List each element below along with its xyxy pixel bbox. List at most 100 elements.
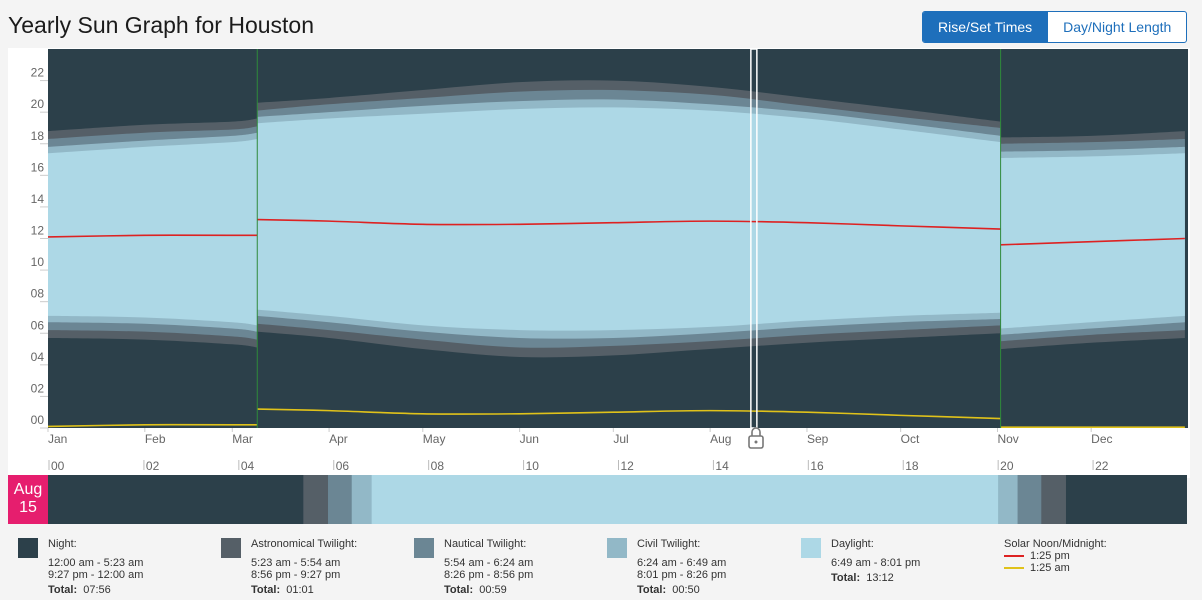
- day-bar-civil-5: [998, 475, 1019, 524]
- month-label-Aug: Aug: [710, 432, 731, 446]
- day-bar-night-0: [48, 475, 304, 524]
- day-bar-civil-3: [351, 475, 373, 524]
- hour-tick-06: 06: [336, 459, 350, 473]
- hour-axis: 00 02 04 06 08 10 12 14 16 18 20 22: [48, 459, 1109, 473]
- legend-night-total-label: Total:: [48, 584, 78, 596]
- view-toggle: Rise/Set Times Day/Night Length: [922, 11, 1188, 43]
- month-label-May: May: [423, 432, 446, 446]
- legend-night-line2: 9:27 pm - 12:00 am: [48, 569, 144, 581]
- month-label-Oct: Oct: [901, 432, 920, 446]
- day-bar-nautical-6: [1017, 475, 1042, 524]
- daylight-band-1: [257, 107, 1001, 331]
- y-tick-06: 06: [31, 318, 45, 332]
- legend-astronomical-line1: 5:23 am - 5:54 am: [251, 557, 341, 569]
- month-label-Jul: Jul: [613, 432, 628, 446]
- lock-icon[interactable]: [748, 427, 764, 449]
- legend-civil-line2: 8:01 pm - 8:26 pm: [637, 569, 727, 581]
- legend-solar-title: Solar Noon/Midnight:: [1004, 538, 1107, 550]
- solar-noon-line-1: [257, 218, 1001, 230]
- y-tick-18: 18: [31, 129, 45, 143]
- legend-astronomical-title: Astronomical Twilight:: [251, 538, 358, 550]
- legend-astronomical-total: 01:01: [286, 584, 314, 596]
- day-bar-astronomical-7: [1041, 475, 1067, 524]
- day-bar-night-8: [1065, 475, 1187, 524]
- y-tick-08: 08: [31, 287, 45, 301]
- noon-line-swatch: [1004, 555, 1024, 558]
- hour-tick-16: 16: [810, 459, 824, 473]
- y-tick-00: 00: [31, 413, 45, 427]
- hour-tick-08: 08: [431, 459, 445, 473]
- civil-swatch: [607, 538, 627, 558]
- legend-daylight-line1: 6:49 am - 8:01 pm: [831, 557, 921, 569]
- legend-night-total: 07:56: [83, 584, 111, 596]
- midnight-line-swatch: [1004, 567, 1024, 570]
- hour-tick-14: 14: [715, 459, 729, 473]
- y-tick-20: 20: [31, 97, 45, 111]
- legend-solar-noon: 1:25 pm: [1030, 550, 1070, 562]
- legend-nautical-title: Nautical Twilight:: [444, 538, 527, 550]
- legend-night-title: Night:: [48, 538, 77, 550]
- badge-month: Aug: [13, 481, 43, 498]
- hour-tick-20: 20: [1000, 459, 1014, 473]
- legend-night-line1: 12:00 am - 5:23 am: [48, 557, 144, 569]
- nautical-swatch: [414, 538, 434, 558]
- y-tick-22: 22: [31, 66, 45, 80]
- rise-set-times-button[interactable]: Rise/Set Times: [923, 12, 1048, 42]
- legend-daylight-title: Daylight:: [831, 538, 874, 550]
- day-bar-daylight-4: [371, 475, 999, 524]
- legend-astronomical-line2: 8:56 pm - 9:27 pm: [251, 569, 341, 581]
- sun-graph-chart[interactable]: 00 02 04 06 08 10 12 14 16 18 20 22 Jan Feb Mar Apr May…: [8, 48, 1190, 478]
- daylight-swatch: [801, 538, 821, 558]
- solar-midnight-line-0: [47, 423, 258, 428]
- solar-midnight-line-1: [257, 408, 1001, 420]
- legend-civil-total: 00:50: [672, 584, 700, 596]
- y-tick-10: 10: [31, 255, 45, 269]
- daylight-band-0: [48, 139, 258, 326]
- month-label-Mar: Mar: [232, 432, 253, 446]
- y-tick-14: 14: [31, 192, 45, 206]
- month-label-Dec: Dec: [1091, 432, 1112, 446]
- legend-nautical-total-label: Total:: [444, 584, 474, 596]
- legend-civil-total-label: Total:: [637, 584, 667, 596]
- month-label-Nov: Nov: [997, 432, 1018, 446]
- legend-astronomical-total-label: Total:: [251, 584, 281, 596]
- day-bar-astronomical-1: [303, 475, 329, 524]
- solar-noon-line-0: [47, 234, 258, 238]
- hour-tick-04: 04: [241, 459, 255, 473]
- y-axis: 00 02 04 06 08 10 12 14 16 18 20 22: [31, 66, 48, 429]
- legend-daylight-total-label: Total:: [831, 572, 861, 584]
- y-tick-12: 12: [31, 224, 45, 238]
- day-phase-bar[interactable]: [48, 475, 1187, 524]
- legend-solar-midnight: 1:25 am: [1030, 562, 1070, 574]
- legend-nautical-line2: 8:26 pm - 8:56 pm: [444, 569, 534, 581]
- legend-nautical-line1: 5:54 am - 6:24 am: [444, 557, 534, 569]
- hour-tick-10: 10: [526, 459, 540, 473]
- y-tick-02: 02: [31, 381, 45, 395]
- hour-tick-02: 02: [146, 459, 160, 473]
- page-title: Yearly Sun Graph for Houston: [8, 12, 314, 38]
- x-axis: Jan Feb Mar Apr May Jun Jul Aug Sep Oct Nov Dec: [47, 428, 1113, 446]
- day-night-length-button[interactable]: Day/Night Length: [1047, 12, 1186, 42]
- hour-tick-18: 18: [905, 459, 919, 473]
- hour-tick-00: 00: [51, 459, 65, 473]
- month-label-Feb: Feb: [145, 432, 166, 446]
- astronomical-swatch: [221, 538, 241, 558]
- plot-area[interactable]: [47, 48, 1188, 429]
- month-label-Jun: Jun: [520, 432, 539, 446]
- month-label-Apr: Apr: [329, 432, 348, 446]
- selected-date-badge: Aug 15: [8, 475, 48, 524]
- hour-tick-12: 12: [621, 459, 635, 473]
- badge-day: 15: [19, 499, 37, 516]
- y-tick-04: 04: [31, 350, 45, 364]
- month-label-Jan: Jan: [48, 432, 67, 446]
- legend-civil-line1: 6:24 am - 6:49 am: [637, 557, 727, 569]
- legend-civil-title: Civil Twilight:: [637, 538, 701, 550]
- y-tick-16: 16: [31, 160, 45, 174]
- legend-nautical-total: 00:59: [479, 584, 507, 596]
- day-bar-nautical-2: [328, 475, 353, 524]
- month-label-Sep: Sep: [807, 432, 829, 446]
- night-swatch: [18, 538, 38, 558]
- solar-noon-line-2: [1000, 237, 1185, 246]
- legend-daylight-total: 13:12: [866, 572, 894, 584]
- hour-tick-22: 22: [1095, 459, 1109, 473]
